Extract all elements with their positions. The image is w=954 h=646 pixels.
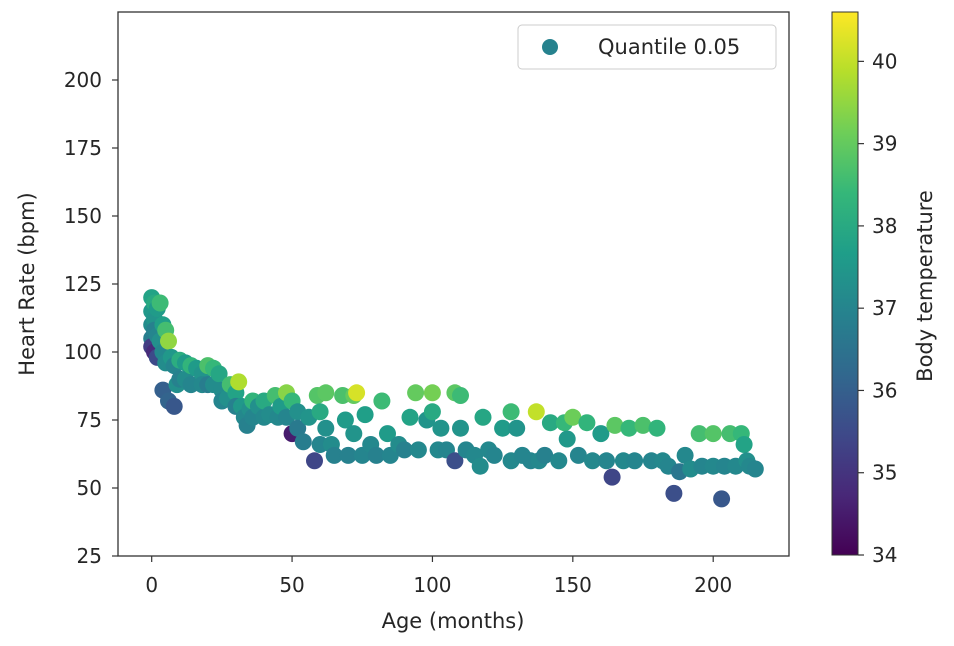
colorbar-gradient [831,11,859,556]
scatter-point [527,403,545,421]
scatter-point [306,452,323,470]
scatter-point [210,365,228,383]
scatter-point [379,425,396,443]
x-tick-label: 50 [279,573,304,597]
scatter-point [536,446,554,464]
colorbar-tick-label: 35 [872,461,897,485]
scatter-point [432,419,450,437]
y-tick-label: 175 [64,136,102,160]
scatter-point [471,457,489,475]
colorbar-tick-label: 40 [872,49,897,73]
scatter-point [356,406,374,424]
y-tick-label: 25 [77,544,102,568]
scatter-point [373,392,391,410]
y-tick-label: 50 [77,476,102,500]
scatter-point [230,373,248,391]
scatter-point [676,446,694,464]
scatter-point [446,452,464,470]
colorbar-tick-label: 34 [872,543,897,567]
scatter-point [485,446,503,464]
scatter-point [474,408,492,426]
scatter-points [143,289,764,508]
scatter-point [289,419,307,437]
scatter-point [578,414,596,432]
scatter-point [339,446,357,464]
scatter-point [584,452,601,470]
scatter-point [407,384,425,402]
y-tick-label: 100 [64,340,102,364]
scatter-point [401,408,419,426]
colorbar-tick-label: 39 [872,132,897,156]
x-tick-label: 0 [145,573,158,597]
legend-marker [542,39,558,55]
scatter-point [603,468,621,486]
scatter-point [626,452,644,470]
scatter-point [746,460,764,478]
scatter-point [558,430,576,448]
scatter-point [494,419,512,437]
colorbar-tick-label: 36 [872,378,897,402]
scatter-point [336,411,354,429]
colorbar-tick-label: 37 [872,296,897,320]
scatter-point [502,403,520,421]
legend-label: Quantile 0.05 [598,35,740,59]
scatter-point [345,425,363,443]
scatter-point [367,446,385,464]
colorbar-ticks: 34 35 36 37 38 39 40 [858,49,897,567]
x-tick-label: 100 [413,573,451,597]
scatter-point [395,441,413,459]
y-tick-label: 200 [64,68,102,92]
scatter-point [648,419,666,437]
scatter-point [317,384,335,402]
x-axis: 0 50 100 150 200 [145,556,732,597]
y-tick-label: 125 [64,272,102,296]
scatter-point [508,419,526,437]
scatter-point [452,387,469,404]
scatter-point [634,416,652,434]
scatter-point [409,441,427,459]
scatter-point [160,332,177,350]
y-axis: 25 50 75 100 125 150 175 200 [64,68,118,568]
scatter-point [620,419,638,437]
scatter-point [564,408,582,426]
legend: Quantile 0.05 [517,24,777,70]
scatter-point [311,403,329,421]
colorbar-label: Body temperature [913,190,937,382]
scatter-point [606,416,624,434]
scatter-point [325,446,343,464]
scatter-point [452,419,469,437]
scatter-point [690,425,708,443]
colorbar-tick-label: 38 [872,214,897,238]
legend-box [517,24,777,70]
scatter-point [598,452,615,470]
x-tick-label: 150 [554,573,592,597]
scatter-point [423,384,441,402]
scatter-point [541,414,559,432]
y-axis-label: Heart Rate (bpm) [15,192,39,375]
x-axis-label: Age (months) [382,609,525,633]
scatter-point [151,294,169,312]
scatter-point [665,484,683,502]
y-tick-label: 150 [64,204,102,228]
scatter-point [735,436,753,453]
scatter-point [550,452,568,470]
scatter-point [592,425,610,443]
scatter-point [704,425,722,443]
scatter-point [348,384,366,402]
colorbar: 34 35 36 37 38 39 40 Body temperature [831,11,937,567]
scatter-point [423,403,441,421]
scatter-point [294,433,312,451]
x-tick-label: 200 [694,573,732,597]
scatter-point [713,490,731,508]
y-tick-label: 75 [77,408,102,432]
scatter-point [317,419,335,437]
scatter-point [165,397,183,415]
scatter-point [569,446,587,464]
